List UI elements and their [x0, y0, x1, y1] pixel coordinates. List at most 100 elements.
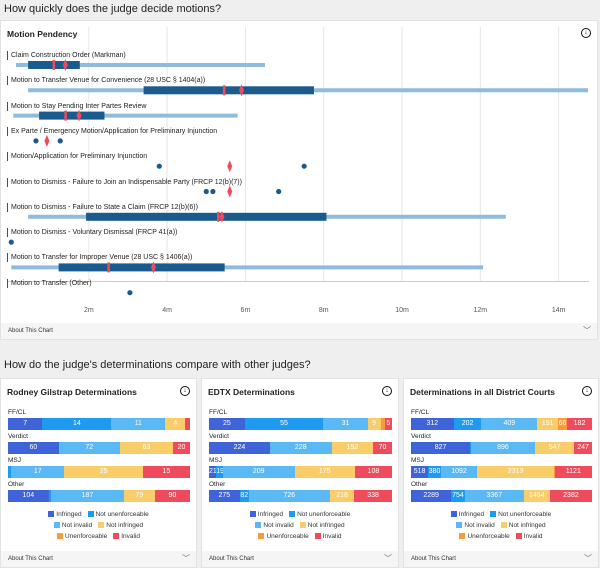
bar-segment-not-invalid[interactable]: 11 — [111, 418, 166, 430]
bar-segment-invalid[interactable]: 247 — [574, 442, 592, 454]
category-label: Verdict — [411, 433, 431, 440]
bar-segment-invalid[interactable]: 70 — [372, 442, 392, 454]
bar-segment-not-invalid[interactable]: 72 — [58, 442, 120, 454]
bar-segment-not-invalid[interactable]: 228 — [269, 442, 332, 454]
download-icon[interactable]: ↓ — [180, 386, 190, 396]
bar-segment-not-infringed[interactable]: 9 — [367, 418, 381, 430]
bar-segment-not-infringed[interactable]: 175 — [294, 466, 355, 478]
bar-segment-invalid[interactable]: 108 — [354, 466, 392, 478]
bar-segment-infringed[interactable]: 104 — [8, 490, 49, 502]
bar-segment-unenforceable[interactable] — [554, 466, 555, 478]
bar-segment-not-invalid[interactable]: 1092 — [440, 466, 478, 478]
legend-item[interactable]: Invalid — [515, 533, 543, 540]
bar-segment-unenforceable[interactable]: 66 — [558, 418, 568, 430]
bar-segment-not-unenforceable[interactable]: 19 — [216, 466, 224, 478]
bar-segment-infringed[interactable]: 21 — [209, 466, 217, 478]
about-this-chart[interactable]: About This Chart ﹀ — [202, 551, 398, 567]
bar-segment-not-unenforceable[interactable] — [48, 490, 51, 502]
bar-segment-not-infringed[interactable]: 152 — [331, 442, 373, 454]
bar-segment-invalid[interactable]: 90 — [154, 490, 190, 502]
mean-marker — [150, 261, 156, 274]
about-this-chart[interactable]: About This Chart ﹀ — [404, 551, 598, 567]
bar-segment-not-infringed[interactable]: 2313 — [477, 466, 555, 478]
legend-item[interactable]: Not invalid — [456, 522, 495, 529]
bar-segment-not-infringed[interactable]: 4 — [165, 418, 186, 430]
bar-segment-infringed[interactable]: 312 — [411, 418, 454, 430]
bar-segment-unenforceable[interactable] — [380, 418, 385, 430]
download-icon[interactable]: ↓ — [582, 386, 592, 396]
chevron-down-icon[interactable]: ﹀ — [584, 554, 592, 563]
bar-segment-not-invalid[interactable]: 409 — [481, 418, 538, 430]
bar-segment-infringed[interactable]: 224 — [209, 442, 270, 454]
segment-value: 547 — [548, 444, 561, 451]
bar-segment-infringed[interactable]: 275 — [209, 490, 240, 502]
download-icon[interactable]: ↓ — [382, 386, 392, 396]
bar-segment-not-invalid[interactable]: 3367 — [464, 490, 524, 502]
bar-segment-not-unenforceable[interactable]: 82 — [239, 490, 249, 502]
bar-segment-infringed[interactable]: 518 — [411, 466, 429, 478]
legend-label: Not unenforceable — [498, 511, 552, 518]
bar-segment-invalid[interactable]: 20 — [173, 442, 190, 454]
bar-segment-infringed[interactable]: 25 — [209, 418, 245, 430]
bar-segment-invalid[interactable] — [185, 418, 190, 430]
chevron-down-icon[interactable]: ﹀ — [182, 554, 190, 563]
bar-segment-not-invalid[interactable]: 187 — [50, 490, 124, 502]
bar-segment-not-unenforceable[interactable] — [8, 466, 12, 478]
motion-label: Ex Parte / Emergency Motion/Application … — [7, 126, 217, 136]
bar-segment-not-infringed[interactable]: 218 — [329, 490, 355, 502]
download-icon[interactable]: ↓ — [581, 28, 591, 38]
legend-item[interactable]: Not unenforceable — [490, 511, 551, 518]
legend-item[interactable]: Not unenforceable — [289, 511, 350, 518]
bar-segment-not-infringed[interactable]: 547 — [535, 442, 575, 454]
stacked-bar: 827 896 547 247 — [411, 442, 592, 454]
bar-segment-not-infringed[interactable]: 63 — [119, 442, 174, 454]
bar-segment-not-unenforceable[interactable]: 202 — [453, 418, 482, 430]
legend-item[interactable]: Not infringed — [500, 522, 546, 529]
bar-segment-not-unenforceable[interactable]: 380 — [428, 466, 441, 478]
bar-segment-not-infringed[interactable]: 79 — [123, 490, 155, 502]
legend-item[interactable]: Not invalid — [53, 522, 92, 529]
legend-item[interactable]: Unenforceable — [258, 533, 309, 540]
legend-item[interactable]: Unenforceable — [459, 533, 510, 540]
about-this-chart[interactable]: About This Chart ﹀ — [1, 551, 196, 567]
legend-item[interactable]: Infringed — [48, 511, 82, 518]
legend-item[interactable]: Infringed — [249, 511, 283, 518]
legend-item[interactable]: Unenforceable — [56, 533, 107, 540]
legend-item[interactable]: Not invalid — [255, 522, 294, 529]
legend-item[interactable]: Not infringed — [299, 522, 345, 529]
bar-segment-invalid[interactable]: 2382 — [549, 490, 592, 502]
bar-segment-not-infringed[interactable]: 25 — [64, 466, 143, 478]
bar-segment-not-infringed[interactable]: 1454 — [523, 490, 550, 502]
bar-segment-not-infringed[interactable]: 151 — [537, 418, 559, 430]
legend-row: Infringed Not unenforceable — [404, 511, 598, 518]
bar-segment-invalid[interactable]: 182 — [567, 418, 592, 430]
bar-segment-not-unenforceable[interactable]: 55 — [244, 418, 324, 430]
bar-segment-infringed[interactable]: 827 — [411, 442, 471, 454]
chevron-down-icon[interactable]: ﹀ — [583, 326, 591, 335]
bar-segment-not-invalid[interactable]: 209 — [222, 466, 295, 478]
legend-item[interactable]: Not unenforceable — [87, 511, 149, 518]
bar-segment-not-unenforceable[interactable] — [470, 442, 471, 454]
data-point — [156, 163, 162, 169]
legend-item[interactable]: Infringed — [450, 511, 484, 518]
x-tick-label: 6m — [241, 307, 251, 314]
segment-value: 182 — [573, 420, 586, 427]
legend-item[interactable]: Invalid — [113, 533, 140, 540]
bar-segment-infringed[interactable]: 7 — [8, 418, 43, 430]
chevron-down-icon[interactable]: ﹀ — [384, 554, 392, 563]
bar-segment-invalid[interactable]: 5 — [384, 418, 392, 430]
bar-segment-invalid[interactable]: 15 — [142, 466, 190, 478]
bar-segment-not-invalid[interactable]: 896 — [470, 442, 536, 454]
bar-segment-not-unenforceable[interactable]: 14 — [42, 418, 112, 430]
bar-segment-not-unenforceable[interactable]: 754 — [451, 490, 465, 502]
about-this-chart[interactable]: About This Chart ﹀ — [1, 323, 597, 339]
legend-item[interactable]: Invalid — [314, 533, 342, 540]
legend-item[interactable]: Not infringed — [98, 522, 143, 529]
bar-segment-not-invalid[interactable]: 31 — [323, 418, 368, 430]
bar-segment-infringed[interactable]: 2289 — [411, 490, 452, 502]
bar-segment-infringed[interactable]: 60 — [8, 442, 59, 454]
bar-segment-invalid[interactable]: 1121 — [554, 466, 592, 478]
bar-segment-not-invalid[interactable]: 726 — [248, 490, 330, 502]
bar-segment-invalid[interactable]: 338 — [354, 490, 392, 502]
bar-segment-not-invalid[interactable]: 17 — [11, 466, 65, 478]
